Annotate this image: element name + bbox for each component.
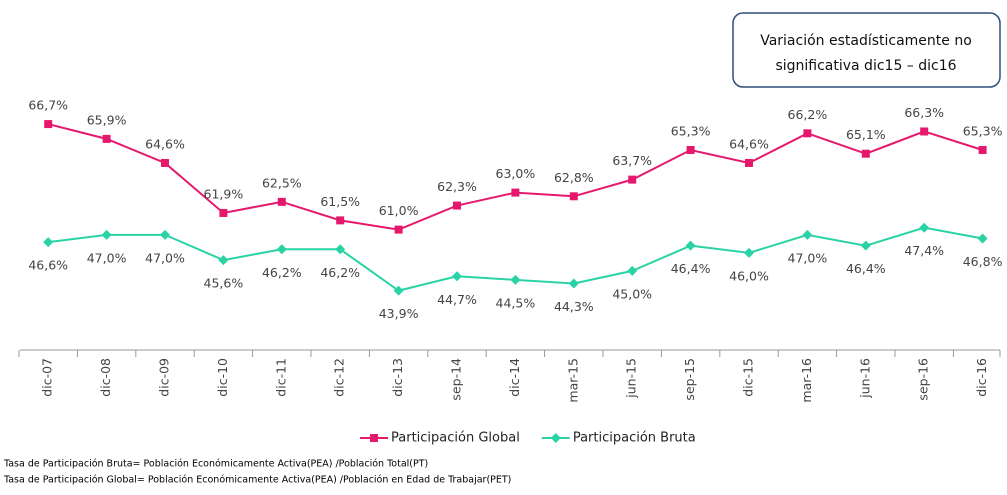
data-label: 65,3% (671, 124, 711, 139)
marker (336, 216, 345, 225)
data-label: 46,4% (846, 261, 886, 276)
data-label: 64,6% (729, 136, 769, 151)
marker (276, 244, 287, 255)
data-label: 46,0% (729, 268, 769, 283)
marker (744, 247, 754, 258)
data-label: 66,7% (28, 98, 68, 113)
marker (102, 134, 111, 143)
data-label: 65,1% (846, 127, 886, 142)
legend-label: Participación Global (391, 431, 520, 446)
x-tick-label: dic-10 (215, 358, 230, 397)
data-label: 45,0% (612, 286, 652, 301)
x-tick-label: dic-13 (390, 358, 405, 397)
marker (453, 201, 461, 210)
x-tick-label: jun-15 (624, 358, 639, 399)
marker (919, 222, 930, 233)
data-label: 65,9% (87, 112, 127, 127)
marker (393, 285, 404, 296)
data-label: 47,0% (788, 250, 828, 265)
data-label: 46,4% (671, 261, 711, 276)
annotation-box (732, 12, 1001, 88)
marker (161, 158, 169, 167)
marker (978, 146, 987, 154)
data-label: 62,3% (437, 179, 477, 194)
legend-marker (370, 434, 378, 442)
marker (219, 208, 228, 217)
x-tick-label: dic-09 (157, 358, 172, 397)
marker (394, 225, 403, 234)
x-tick-label: dic-16 (974, 358, 989, 397)
marker (277, 197, 286, 206)
data-label: 63,0% (496, 166, 536, 181)
data-label: 44,3% (554, 299, 594, 314)
data-label: 64,6% (145, 136, 185, 151)
annotation: Variación estadísticamente no (760, 33, 972, 49)
marker (860, 240, 871, 251)
data-label: 45,6% (204, 276, 244, 291)
data-label: 47,4% (904, 243, 944, 258)
x-tick-label: dic-11 (273, 358, 288, 397)
x-tick-label: mar-15 (565, 358, 580, 403)
x-tick-label: dic-14 (507, 358, 522, 397)
footnote: Tasa de Participación Global= Población … (3, 475, 511, 486)
x-tick-label: jun-16 (857, 358, 872, 399)
legend-marker (550, 433, 561, 443)
marker (569, 192, 578, 201)
x-tick-label: dic-15 (741, 358, 756, 397)
data-label: 61,9% (204, 186, 244, 201)
marker (686, 146, 695, 154)
x-tick-label: dic-08 (98, 358, 113, 397)
data-label: 66,3% (904, 105, 944, 120)
footnote: Tasa de Participación Bruta= Población E… (3, 459, 428, 470)
marker (745, 158, 753, 167)
x-tick-label: dic-12 (332, 358, 347, 397)
marker (511, 188, 520, 197)
data-label: 47,0% (145, 250, 185, 265)
data-label: 61,0% (379, 203, 419, 218)
marker (568, 278, 579, 289)
data-label: 65,3% (963, 124, 1003, 139)
marker (44, 120, 53, 129)
data-label: 66,2% (788, 107, 828, 122)
marker (802, 229, 813, 240)
data-label: 62,8% (554, 170, 594, 185)
x-tick-label: mar-16 (799, 358, 814, 403)
marker (803, 129, 812, 138)
x-tick-label: sep-14 (449, 358, 464, 401)
data-label: 46,2% (262, 265, 302, 280)
x-tick-label: sep-15 (682, 358, 697, 401)
data-label: 44,7% (437, 292, 477, 307)
marker (920, 127, 929, 136)
legend-label: Participación Bruta (573, 431, 696, 446)
marker (977, 233, 988, 244)
marker (452, 271, 462, 282)
data-label: 62,5% (262, 175, 302, 190)
data-label: 46,2% (320, 265, 360, 280)
data-label: 43,9% (379, 306, 419, 321)
data-label: 44,5% (496, 295, 536, 310)
marker (627, 265, 638, 276)
marker (510, 274, 521, 285)
annotation: significativa dic15 – dic16 (775, 58, 956, 74)
data-label: 61,5% (320, 194, 360, 209)
marker (160, 229, 170, 240)
x-tick-label: dic-07 (40, 358, 55, 397)
data-label: 47,0% (87, 250, 127, 265)
data-label: 46,6% (28, 258, 68, 273)
marker (685, 240, 696, 251)
marker (101, 229, 112, 240)
marker (861, 149, 870, 158)
data-label: 46,8% (963, 254, 1003, 269)
marker (43, 237, 54, 248)
x-tick-label: sep-16 (916, 358, 931, 401)
data-label: 63,7% (612, 153, 652, 168)
marker (335, 244, 346, 255)
marker (628, 175, 637, 184)
marker (218, 255, 229, 266)
